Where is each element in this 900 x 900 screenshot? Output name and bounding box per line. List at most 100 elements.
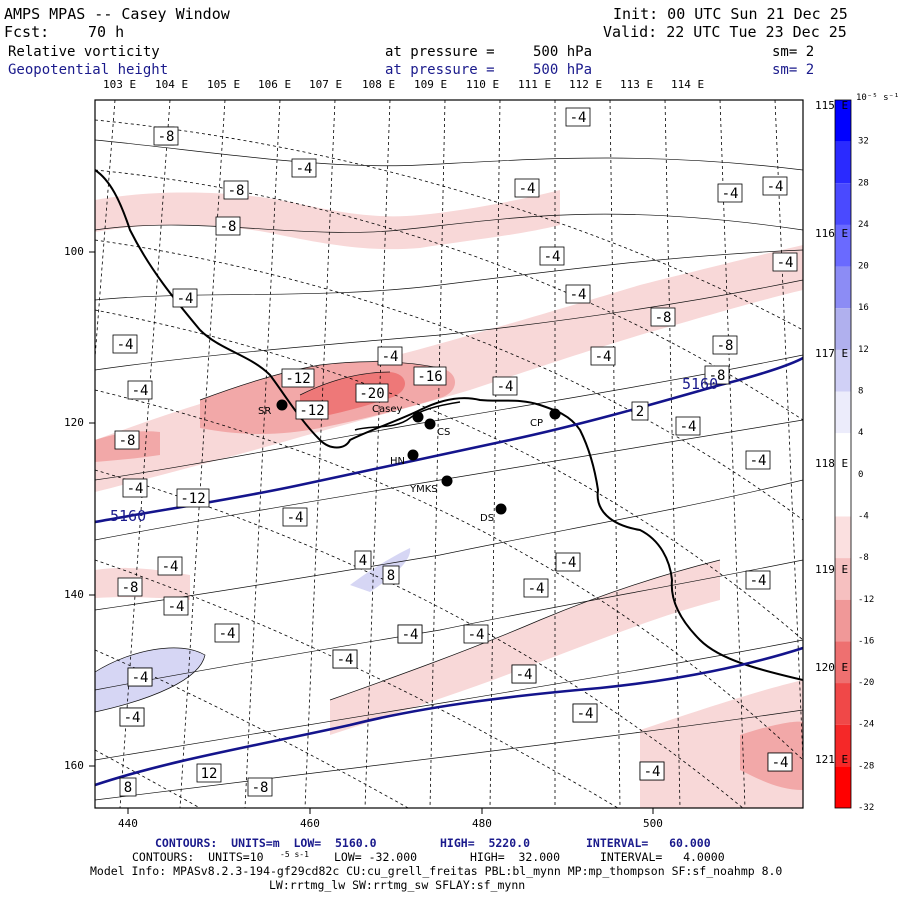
vorticity-label: -4	[117, 337, 134, 353]
vorticity-label-box	[153, 126, 179, 146]
colorbar-swatch	[835, 266, 851, 309]
vorticity-label-box	[122, 478, 148, 498]
colorbar-swatch	[835, 433, 851, 475]
longitude-lines	[95, 100, 803, 808]
vorticity-label: -4	[595, 349, 612, 365]
vorticity-label: -4	[168, 599, 185, 615]
vorticity-label-box	[772, 252, 798, 272]
colorbar-swatch	[835, 100, 851, 142]
top-longitude-label: 106 E	[258, 78, 292, 91]
footer-model-physics: LW:rrtmg_lw SW:rrtmg_sw SFLAY:sf_mynn	[269, 878, 526, 892]
vorticity-label-box	[196, 763, 222, 783]
vorticity-label-box	[247, 777, 273, 797]
colorbar-swatch	[835, 683, 851, 725]
vorticity-label: -4	[519, 181, 536, 197]
field-1-name: Relative vorticity	[8, 44, 160, 60]
vorticity-label-box	[514, 178, 540, 198]
vorticity-label-box	[639, 761, 665, 781]
vorticity-label-box	[172, 288, 198, 308]
top-longitude-label: 113 E	[620, 78, 654, 91]
colorbar-swatch	[835, 391, 851, 434]
station-label: DS	[480, 513, 494, 524]
station-label: HN	[390, 456, 405, 467]
top-longitude-label: 110 E	[466, 78, 500, 91]
vorticity-label-box	[590, 346, 616, 366]
vorticity-label: -4	[219, 626, 236, 642]
colorbar-label: 4	[858, 428, 863, 438]
colorbar-swatch	[835, 349, 851, 392]
vorticity-label-box	[127, 380, 153, 400]
colorbar-swatch	[835, 641, 851, 684]
vorticity-label-box	[745, 450, 771, 470]
vorticity-label-box	[704, 365, 730, 385]
footer-vort-contours: CONTOURS: UNITS=10	[132, 850, 264, 864]
vorticity-label: 2	[636, 404, 644, 420]
coastline	[95, 169, 803, 681]
colorbar-label: -32	[858, 803, 874, 813]
footer-vort-high: HIGH= 32.000	[470, 850, 561, 864]
axis-ticks	[89, 251, 654, 814]
vorticity-label: -4	[777, 255, 794, 271]
vorticity-label-box	[762, 176, 788, 196]
top-longitude-label: 112 E	[569, 78, 603, 91]
vorticity-label-box	[413, 366, 447, 386]
colorbar-label: 12	[858, 345, 869, 355]
vorticity-label: -12	[285, 371, 310, 387]
vorticity-label-box	[223, 180, 249, 200]
colorbar-unit: 10⁻⁵ s⁻¹	[856, 93, 900, 103]
station-label: CP	[530, 418, 543, 429]
colorbar-label: 16	[858, 303, 869, 313]
colorbar-swatch	[835, 224, 851, 267]
colorbar-label: -24	[858, 720, 874, 730]
height-contour-south	[95, 646, 803, 787]
right-longitude-label: 120 E	[815, 661, 849, 674]
colorbar-swatch	[835, 516, 851, 559]
vorticity-label-box	[291, 158, 317, 178]
vorticity-label-box	[281, 368, 315, 388]
plot-title: AMPS MPAS -- Casey Window	[4, 5, 230, 23]
station-marker	[424, 418, 436, 430]
vorticity-label: -8	[119, 433, 136, 449]
vorticity-label-box	[295, 400, 329, 420]
right-longitude-label: 121 E	[815, 753, 849, 766]
y-tick-label: 140	[64, 588, 84, 601]
vorticity-label: -4	[402, 627, 419, 643]
map-field	[95, 100, 803, 808]
vorticity-label: -4	[644, 764, 661, 780]
vorticity-label-box	[119, 777, 137, 797]
vorticity-label: -4	[750, 573, 767, 589]
colorbar-swatch	[835, 141, 851, 184]
vorticity-label-box	[114, 430, 140, 450]
vorticity-label-box	[675, 416, 701, 436]
vorticity-label-box	[555, 552, 581, 572]
colorbar-swatch	[835, 308, 851, 350]
colorbar-label: 32	[858, 137, 869, 147]
vorticity-label: -12	[299, 403, 324, 419]
station-marker	[549, 408, 561, 420]
stations: SR Casey CS CP HN YMKS DS	[258, 399, 561, 524]
vorticity-label: -12	[180, 491, 205, 507]
station-marker	[412, 411, 424, 423]
vorticity-label: -4	[296, 161, 313, 177]
footer-height-contours: CONTOURS: UNITS=m LOW= 5160.0	[155, 836, 377, 850]
top-longitude-label: 109 E	[414, 78, 448, 91]
station-marker	[407, 449, 419, 461]
vorticity-labels: 4 -4 -8 -4 -8 -4 -4 -4 -4 -4 -4 -4 -8 -4 -4 -8 -4 -4 -4 -12…	[112, 107, 798, 797]
top-longitude-label: 103 E	[103, 78, 137, 91]
top-longitude-label: 111 E	[518, 78, 552, 91]
vorticity-label-box	[767, 752, 793, 772]
field-2-pressure: 500 hPa	[533, 62, 593, 78]
vorticity-label-box	[215, 216, 241, 236]
vorticity-label-box	[511, 664, 537, 684]
vorticity-label-box	[119, 707, 145, 727]
vorticity-label: -8	[717, 338, 734, 354]
right-longitude-label: 115 E	[815, 99, 849, 112]
field-1-at: at pressure =	[385, 44, 495, 60]
field-2-at: at pressure =	[385, 62, 495, 78]
vorticity-label-box	[163, 596, 189, 616]
field-1-pressure: 500 hPa	[533, 44, 593, 60]
station-marker	[441, 475, 453, 487]
vorticity-label-box	[282, 507, 308, 527]
footer-height-high: HIGH= 5220.0	[440, 836, 531, 850]
